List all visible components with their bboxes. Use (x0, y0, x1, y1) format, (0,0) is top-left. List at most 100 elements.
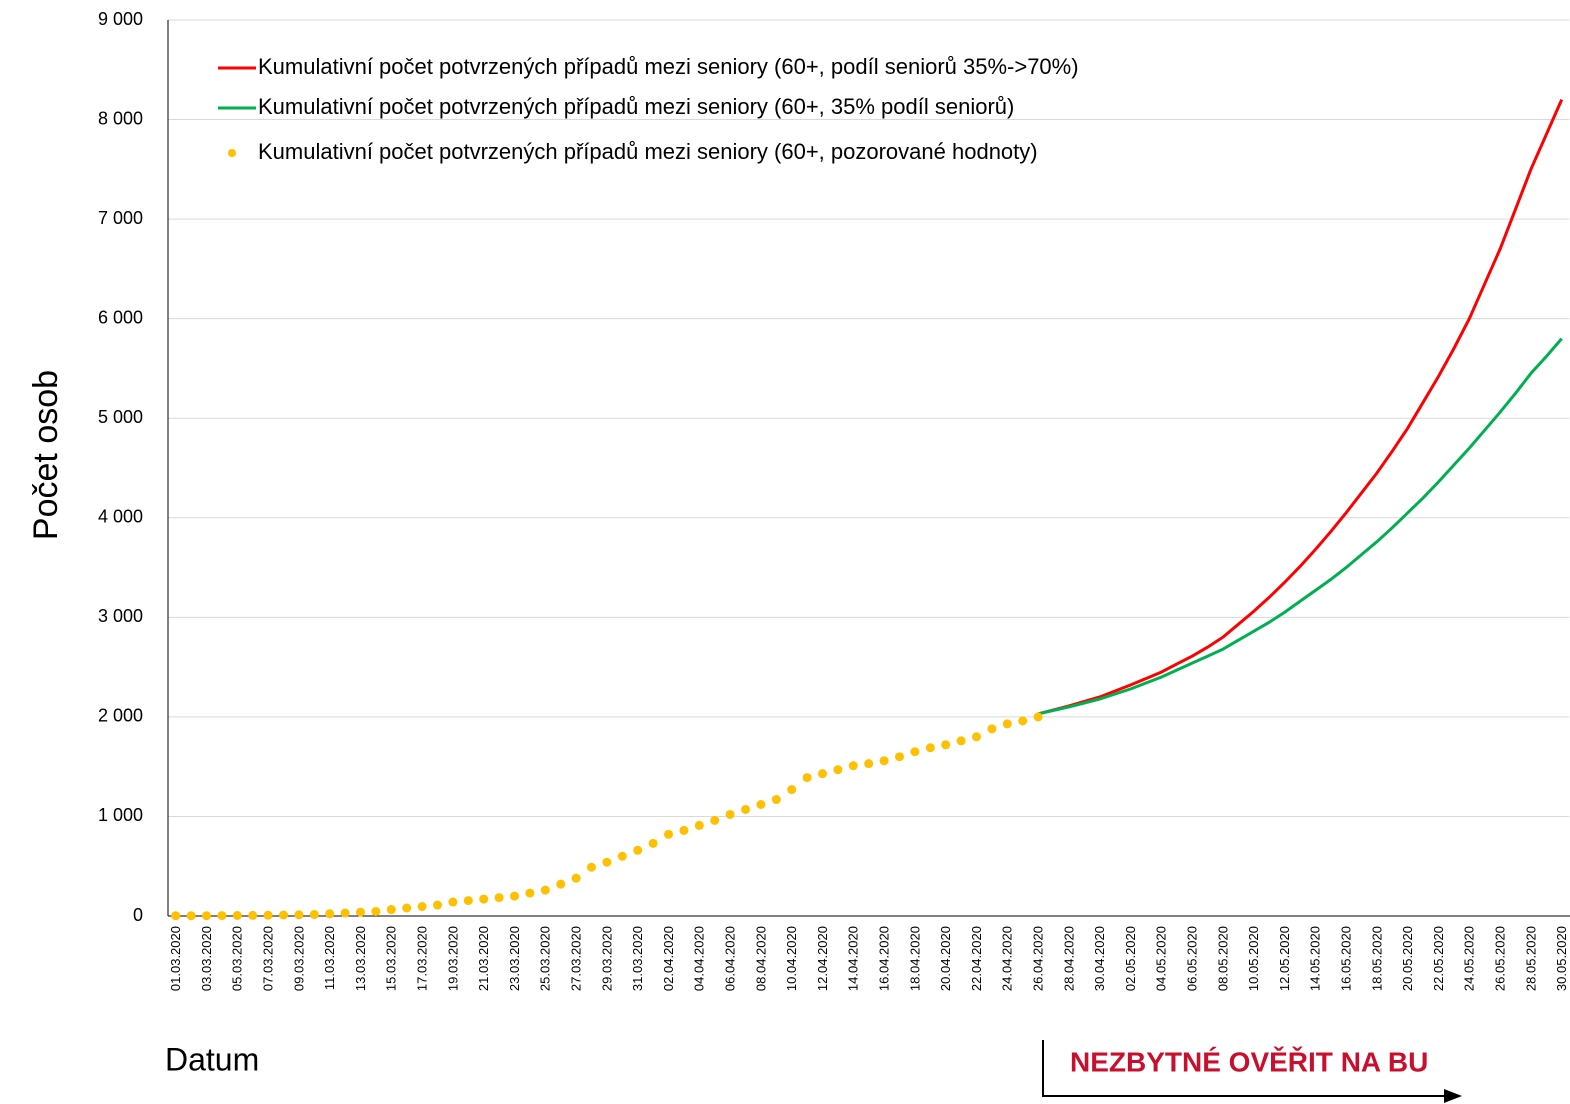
x-tick-label: 25.03.2020 (538, 926, 553, 991)
data-point (741, 804, 750, 814)
x-tick-label: 04.05.2020 (1154, 926, 1169, 991)
legend-label: Kumulativní počet potvrzených případů me… (258, 94, 1014, 119)
data-point (217, 911, 227, 921)
data-point (248, 910, 258, 920)
x-tick-label: 23.03.2020 (507, 926, 522, 991)
x-tick-label: 29.03.2020 (599, 926, 614, 991)
data-point (833, 765, 843, 775)
x-tick-label: 19.03.2020 (445, 926, 460, 991)
x-tick-label: 07.03.2020 (261, 926, 276, 991)
x-tick-label: 04.04.2020 (692, 926, 707, 991)
x-tick-label: 11.03.2020 (322, 926, 337, 990)
annotation-arrow (1042, 1040, 1462, 1103)
data-point (510, 891, 519, 901)
y-tick-label: 9 000 (98, 9, 143, 29)
data-point (710, 815, 720, 825)
data-point (679, 825, 689, 835)
data-point (602, 857, 612, 867)
x-tick-label: 27.03.2020 (569, 926, 584, 991)
y-tick-label: 8 000 (98, 108, 143, 128)
arrow-head (1444, 1089, 1462, 1103)
data-point (540, 885, 550, 895)
x-tick-label: 22.05.2020 (1431, 926, 1446, 991)
x-tick-label: 14.05.2020 (1308, 926, 1323, 991)
data-point (171, 911, 181, 921)
y-tick-label: 3 000 (98, 606, 143, 626)
series-line (1037, 337, 1563, 716)
data-point (309, 910, 319, 920)
data-point (294, 910, 304, 920)
x-tick-label: 24.04.2020 (1000, 926, 1015, 991)
data-point (463, 896, 473, 906)
data-point (879, 756, 889, 766)
x-tick-label: 10.05.2020 (1246, 926, 1261, 991)
x-tick-label: 05.03.2020 (230, 926, 245, 991)
x-tick-label: 02.05.2020 (1123, 926, 1138, 991)
data-point (987, 724, 997, 734)
x-tick-label: 13.03.2020 (353, 926, 368, 991)
x-axis-title: Datum (165, 1041, 259, 1077)
data-point (771, 795, 781, 805)
data-point (864, 759, 874, 769)
data-point (587, 862, 596, 872)
x-tick-label: 15.03.2020 (384, 926, 399, 991)
x-tick-label: 26.04.2020 (1031, 926, 1046, 991)
x-tick-label: 18.05.2020 (1369, 926, 1384, 991)
data-point (356, 907, 365, 917)
data-point (417, 902, 427, 912)
data-point (848, 761, 858, 771)
y-axis-title: Počet osob (27, 370, 65, 540)
data-point (725, 809, 735, 819)
x-tick-label: 14.04.2020 (846, 926, 861, 991)
x-tick-label: 10.04.2020 (784, 926, 799, 991)
data-point (279, 910, 288, 920)
series (1037, 98, 1564, 716)
data-point (1033, 712, 1043, 722)
x-tick-label: 26.05.2020 (1493, 926, 1508, 991)
data-point (925, 743, 935, 753)
data-point (895, 752, 904, 762)
data-point (1002, 719, 1012, 729)
data-point (818, 769, 827, 779)
data-point (479, 894, 489, 904)
data-point (1018, 716, 1028, 726)
data-point (972, 732, 981, 742)
series (171, 712, 1043, 921)
x-tick-label: 09.03.2020 (291, 926, 306, 991)
x-tick-label: 08.05.2020 (1215, 926, 1230, 991)
data-point (232, 911, 242, 921)
data-point (664, 829, 673, 839)
x-tick-label: 06.05.2020 (1185, 926, 1200, 991)
data-point (186, 911, 196, 921)
y-tick-label: 4 000 (98, 507, 143, 527)
data-point (787, 785, 797, 795)
x-tick-label: 20.05.2020 (1400, 926, 1415, 991)
data-point (371, 907, 381, 917)
x-tick-label: 01.03.2020 (168, 926, 183, 991)
x-tick-label: 31.03.2020 (630, 926, 645, 991)
x-tick-label: 22.04.2020 (969, 926, 984, 991)
x-tick-label: 08.04.2020 (753, 926, 768, 991)
data-point (325, 909, 335, 919)
data-point (433, 900, 442, 910)
data-point (956, 736, 966, 746)
x-tick-label: 24.05.2020 (1462, 926, 1477, 991)
x-tick-label: 02.04.2020 (661, 926, 676, 991)
data-point (263, 910, 273, 920)
x-tick-label: 30.04.2020 (1092, 926, 1107, 991)
arrow-line (1042, 1040, 1448, 1097)
y-tick-label: 2 000 (98, 706, 143, 726)
series (1037, 337, 1563, 716)
x-tick-label: 16.04.2020 (877, 926, 892, 991)
data-point (340, 908, 350, 918)
legend-label: Kumulativní počet potvrzených případů me… (258, 54, 1079, 79)
x-tick-label: 21.03.2020 (476, 926, 491, 991)
data-point (386, 905, 396, 915)
legend-label: Kumulativní počet potvrzených případů me… (258, 139, 1038, 164)
data-point (941, 740, 951, 750)
data-point (556, 879, 566, 889)
data-point (617, 851, 627, 861)
legend-marker (228, 149, 236, 157)
data-point (694, 820, 704, 830)
